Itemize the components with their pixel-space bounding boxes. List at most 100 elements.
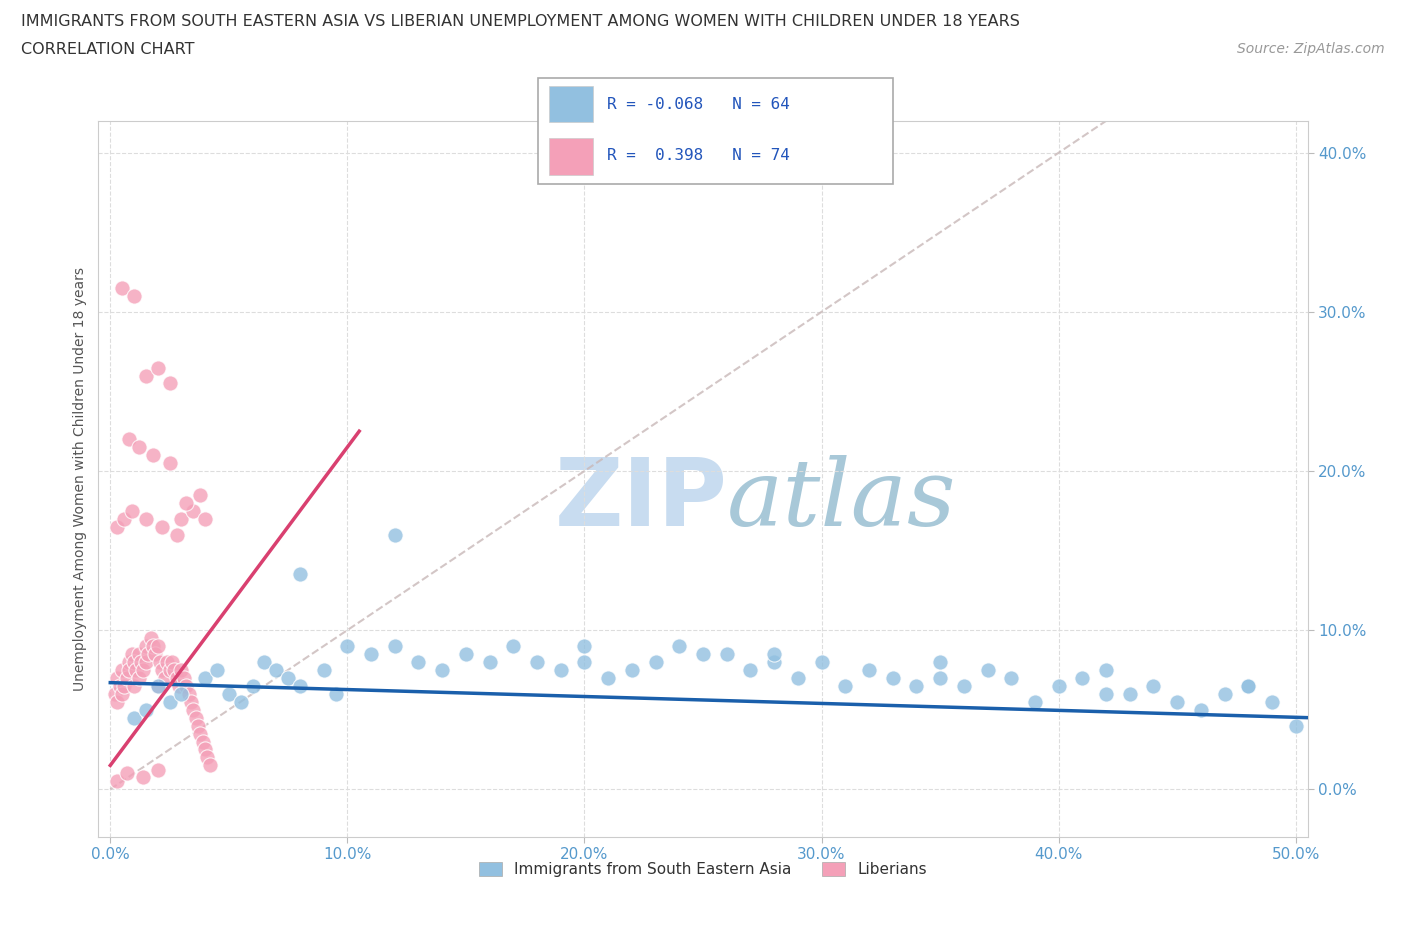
Point — [146, 678, 169, 693]
Point — [173, 671, 195, 685]
Point — [1189, 702, 1212, 717]
Text: IMMIGRANTS FROM SOUTH EASTERN ASIA VS LIBERIAN UNEMPLOYMENT AMONG WOMEN WITH CHI: IMMIGRANTS FROM SOUTH EASTERN ASIA VS LI… — [21, 14, 1019, 29]
Point — [156, 655, 179, 670]
Point — [122, 655, 145, 670]
FancyBboxPatch shape — [548, 138, 593, 175]
Point — [115, 671, 138, 685]
Point — [135, 639, 157, 654]
Point — [205, 662, 228, 677]
Point — [105, 671, 128, 685]
Point — [190, 487, 212, 502]
Point — [105, 519, 128, 534]
Point — [149, 655, 172, 670]
Legend: Immigrants from South Eastern Asia, Liberians: Immigrants from South Eastern Asia, Libe… — [472, 856, 934, 884]
Point — [105, 695, 128, 710]
Point — [163, 662, 186, 677]
Point — [152, 519, 174, 534]
Point — [976, 662, 998, 677]
Point — [194, 512, 217, 526]
Point — [122, 288, 145, 303]
Point — [118, 662, 141, 677]
Point — [197, 750, 219, 764]
Point — [136, 646, 159, 661]
Point — [1095, 662, 1118, 677]
Point — [114, 512, 136, 526]
Point — [194, 671, 217, 685]
Point — [1166, 695, 1188, 710]
Point — [408, 655, 430, 670]
Point — [312, 662, 335, 677]
Point — [146, 639, 169, 654]
Point — [834, 678, 856, 693]
Point — [550, 662, 572, 677]
Point — [129, 655, 152, 670]
Point — [118, 655, 141, 670]
Point — [108, 678, 131, 693]
Point — [288, 567, 311, 582]
Point — [146, 678, 169, 693]
Point — [242, 678, 264, 693]
Point — [1261, 695, 1284, 710]
Point — [763, 655, 786, 670]
Point — [526, 655, 548, 670]
Point — [454, 646, 477, 661]
Text: CORRELATION CHART: CORRELATION CHART — [21, 42, 194, 57]
Point — [128, 440, 150, 455]
Point — [111, 281, 134, 296]
Point — [153, 671, 176, 685]
Point — [384, 639, 406, 654]
Point — [882, 671, 904, 685]
Point — [478, 655, 501, 670]
Point — [142, 447, 165, 462]
Point — [170, 686, 193, 701]
Point — [1071, 671, 1094, 685]
Point — [574, 655, 596, 670]
Point — [929, 655, 952, 670]
Point — [121, 503, 143, 518]
Point — [166, 671, 188, 685]
Point — [128, 671, 150, 685]
Point — [668, 639, 690, 654]
Point — [104, 686, 127, 701]
Point — [132, 662, 155, 677]
Point — [692, 646, 714, 661]
Point — [132, 769, 155, 784]
Point — [384, 527, 406, 542]
Point — [502, 639, 524, 654]
Point — [740, 662, 762, 677]
Point — [125, 662, 148, 677]
Point — [620, 662, 643, 677]
Point — [152, 662, 174, 677]
Point — [122, 678, 145, 693]
Point — [166, 527, 188, 542]
Point — [432, 662, 454, 677]
Point — [325, 686, 347, 701]
Point — [143, 646, 166, 661]
Point — [174, 496, 197, 511]
Point — [858, 662, 880, 677]
Point — [111, 662, 134, 677]
Point — [122, 711, 145, 725]
Point — [277, 671, 299, 685]
Point — [1119, 686, 1142, 701]
Point — [118, 432, 141, 446]
Text: atlas: atlas — [727, 456, 956, 545]
Point — [167, 678, 190, 693]
Point — [905, 678, 928, 693]
Point — [170, 512, 193, 526]
Point — [336, 639, 359, 654]
Point — [181, 702, 204, 717]
Point — [360, 646, 382, 661]
Point — [1024, 695, 1046, 710]
Point — [184, 711, 207, 725]
Point — [229, 695, 252, 710]
Point — [177, 686, 200, 701]
Point — [716, 646, 738, 661]
Point — [1142, 678, 1164, 693]
Point — [139, 631, 162, 645]
Point — [191, 734, 214, 749]
Point — [159, 456, 181, 471]
Point — [929, 671, 952, 685]
Point — [194, 742, 217, 757]
Point — [128, 646, 150, 661]
